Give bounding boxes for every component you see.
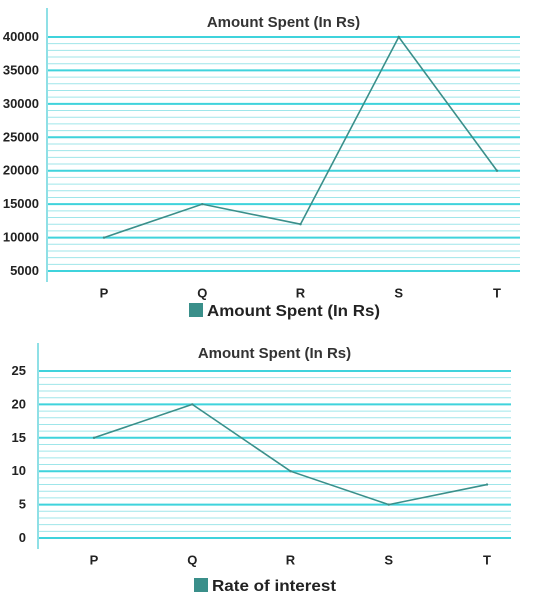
data-point bbox=[289, 470, 292, 473]
data-point bbox=[299, 223, 302, 226]
x-tick-label: Q bbox=[197, 286, 207, 301]
data-point bbox=[397, 35, 400, 39]
chart-1: 5000 10000 15000 20000 25000 30000 35000 40000 P… bbox=[3, 8, 520, 320]
legend: Rate of interest bbox=[194, 578, 337, 595]
chart-2: 0 5 10 15 20 25 P Q R S T Amount Spent (In Rs) Rate … bbox=[12, 343, 511, 595]
legend-swatch bbox=[189, 303, 203, 317]
y-tick-label: 10 bbox=[12, 463, 26, 478]
y-tick-label: 20 bbox=[12, 396, 26, 411]
x-tick-label: Q bbox=[187, 553, 197, 568]
data-point bbox=[201, 202, 204, 206]
x-tick-label: T bbox=[493, 286, 501, 301]
y-tick-label: 40000 bbox=[3, 29, 39, 44]
gridlines bbox=[38, 370, 511, 539]
y-tick-label: 25 bbox=[12, 363, 26, 378]
legend: Amount Spent (In Rs) bbox=[189, 303, 380, 320]
data-point bbox=[495, 169, 499, 172]
x-tick-label: R bbox=[296, 286, 306, 301]
x-tick-label: S bbox=[384, 553, 393, 568]
x-tick-label: S bbox=[394, 286, 403, 301]
legend-label: Amount Spent (In Rs) bbox=[207, 303, 380, 320]
y-tick-label: 15000 bbox=[3, 196, 39, 211]
y-tick-label: 5000 bbox=[10, 263, 39, 278]
series-line bbox=[93, 403, 488, 506]
chart-title: Amount Spent (In Rs) bbox=[198, 345, 351, 362]
x-tick-label: R bbox=[286, 553, 296, 568]
data-point bbox=[387, 503, 390, 506]
gridlines bbox=[47, 36, 520, 272]
chart-title: Amount Spent (In Rs) bbox=[207, 14, 360, 31]
y-tick-label: 15 bbox=[12, 430, 26, 445]
y-tick-label: 5 bbox=[19, 497, 26, 512]
y-tick-label: 35000 bbox=[3, 62, 39, 77]
data-point bbox=[92, 436, 96, 439]
x-tick-label: P bbox=[90, 553, 99, 568]
data-point bbox=[102, 236, 106, 239]
y-tick-label: 30000 bbox=[3, 96, 39, 111]
y-tick-label: 10000 bbox=[3, 230, 39, 245]
x-tick-label: T bbox=[483, 553, 491, 568]
legend-label: Rate of interest bbox=[212, 578, 337, 595]
legend-swatch bbox=[194, 578, 208, 592]
y-tick-label: 20000 bbox=[3, 163, 39, 178]
x-tick-label: P bbox=[100, 286, 109, 301]
data-point bbox=[191, 403, 194, 406]
y-tick-label: 0 bbox=[19, 530, 26, 545]
y-tick-label: 25000 bbox=[3, 129, 39, 144]
data-point bbox=[485, 483, 489, 486]
